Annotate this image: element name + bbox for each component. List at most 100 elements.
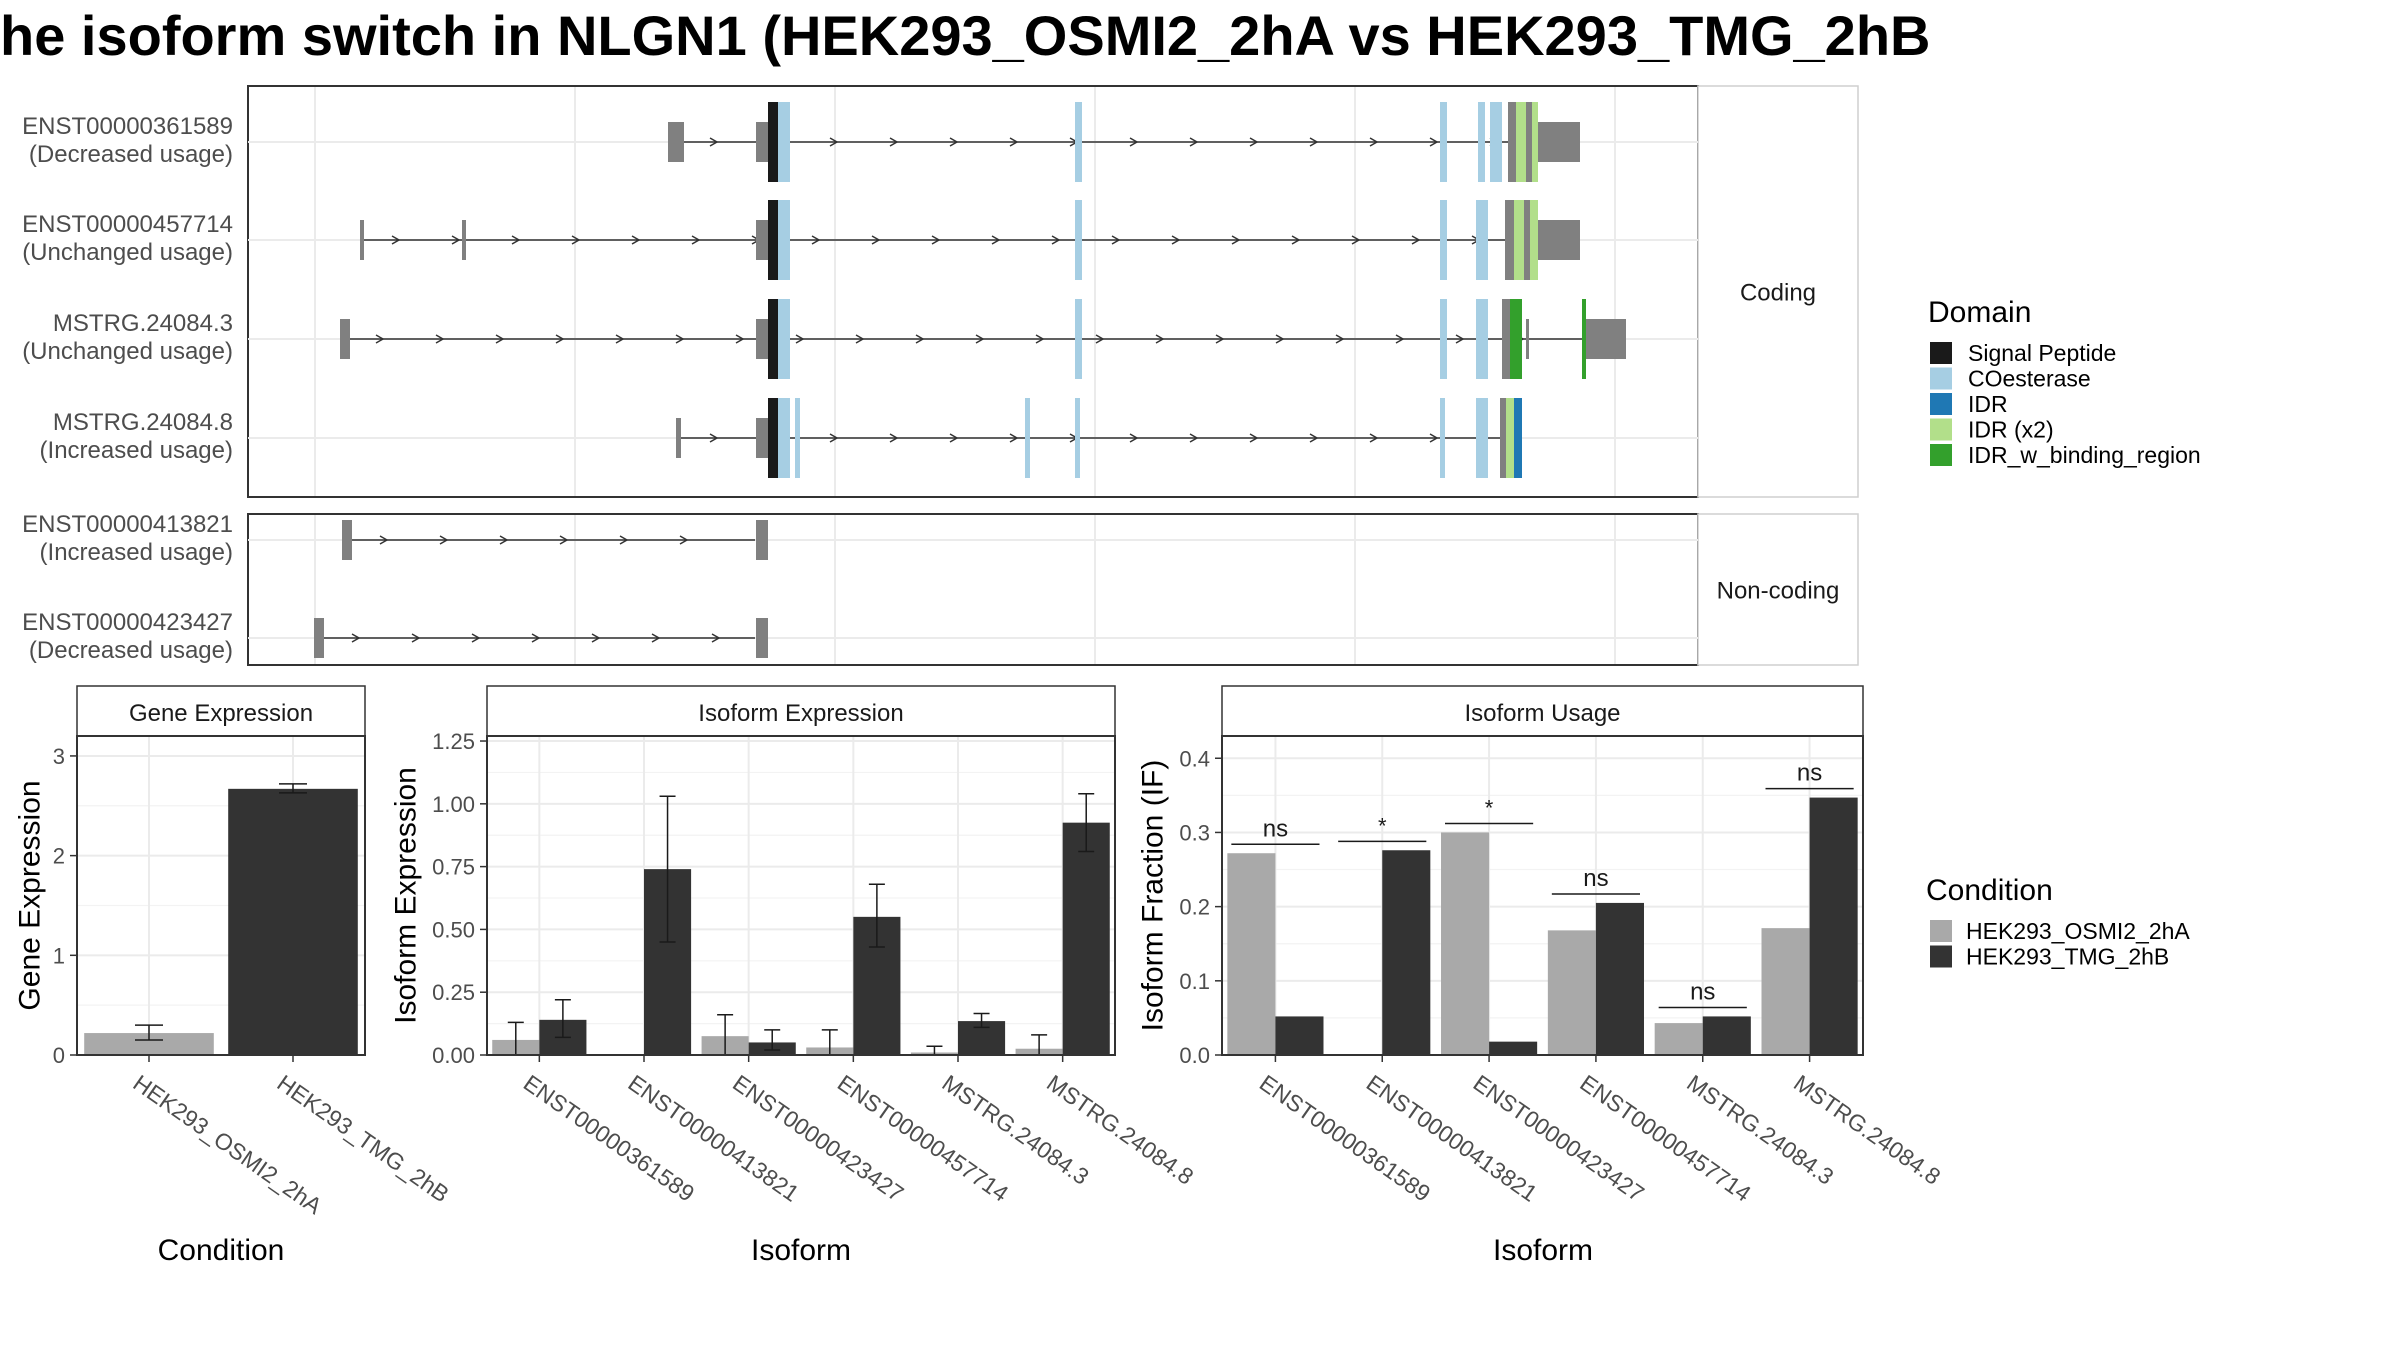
intron-arrow: [411, 633, 421, 643]
domain-legend-label: Signal Peptide: [1968, 340, 2116, 366]
chart-2-ytick-label: 0.25: [432, 980, 475, 1005]
intron-arrow: [1129, 433, 1139, 443]
intron-arrow: [591, 633, 601, 643]
chart-2-ylabel: Isoform Expression: [390, 767, 423, 1024]
chart-2-ytick-label: 0.00: [432, 1043, 475, 1068]
chart-3-ytick-label: 0.0: [1179, 1043, 1210, 1068]
figure-title: he isoform switch in NLGN1 (HEK293_OSMI2…: [0, 4, 1930, 67]
intron-arrow: [571, 235, 581, 245]
intron-arrow: [1111, 235, 1121, 245]
intron-arrow: [379, 535, 389, 545]
intron-arrow: [1155, 334, 1165, 344]
chart-3-bar: [1761, 928, 1810, 1055]
intron-arrow: [1369, 433, 1379, 443]
intron-arrow: [1335, 334, 1345, 344]
chart-3-panel: [1222, 736, 1863, 1055]
chart-3-frame: [1221, 735, 1864, 1056]
intron-arrow: [1249, 137, 1259, 147]
chart-3-xtick-label: ENST00000361589: [1255, 1070, 1435, 1207]
cds-exon: [1508, 102, 1516, 182]
chart-2-bar: [1062, 822, 1110, 1055]
chart-3-bar: [1382, 850, 1431, 1055]
intron-arrow: [1051, 235, 1061, 245]
coding-row-usage-status: (Unchanged usage): [22, 338, 233, 365]
noncoding-exon: [756, 618, 768, 658]
intron-arrow: [1351, 235, 1361, 245]
coesterase-domain: [1075, 398, 1080, 478]
intron-arrow: [795, 334, 805, 344]
signal-peptide-domain: [768, 200, 778, 280]
utr-exon: [462, 220, 466, 260]
chart-3-significance-label: ns: [1583, 865, 1608, 892]
idr-x2-domain: [1506, 398, 1514, 478]
chart-1-ytick-label: 2: [53, 844, 65, 869]
chart-1-title: Gene Expression: [129, 700, 313, 727]
chart-3-xtick-label: ENST00000457714: [1575, 1070, 1756, 1207]
intron-arrow: [619, 535, 629, 545]
cds-exon: [1502, 299, 1510, 379]
coesterase-domain: [1476, 200, 1488, 280]
intron-arrow: [975, 334, 985, 344]
coesterase-domain: [1075, 102, 1082, 182]
coesterase-domain: [778, 299, 790, 379]
domain-legend-swatch: [1930, 367, 1952, 390]
chart-3-bar: [1809, 797, 1858, 1055]
intron-arrow: [511, 235, 521, 245]
intron-arrow: [1429, 137, 1439, 147]
chart-3-significance-label: *: [1378, 813, 1387, 838]
intron-arrow: [991, 235, 1001, 245]
intron-arrow: [471, 633, 481, 643]
intron-arrow: [1309, 433, 1319, 443]
condition-legend-swatch: [1930, 920, 1952, 942]
coesterase-domain: [778, 398, 790, 478]
chart-3-bar: [1702, 1016, 1751, 1055]
idr-binding-domain: [1582, 299, 1586, 379]
intron-arrow: [1215, 334, 1225, 344]
chart-1-xlabel: Condition: [158, 1234, 285, 1267]
chart-2-xlabel: Isoform: [751, 1234, 851, 1267]
noncoding-panel-strip-label: Non-coding: [1717, 578, 1840, 605]
chart-3-significance-label: *: [1485, 796, 1494, 821]
intron-arrow: [855, 334, 865, 344]
coding-row-usage-status: (Decreased usage): [29, 141, 233, 168]
chart-3-bar: [1275, 1016, 1324, 1055]
intron-arrow: [1429, 433, 1439, 443]
chart-3-ytick-label: 0.4: [1179, 746, 1210, 771]
intron-arrow: [711, 633, 721, 643]
intron-arrow: [1395, 334, 1405, 344]
chart-2-ytick-label: 1.00: [432, 792, 475, 817]
chart-3-xlabel: Isoform: [1493, 1234, 1593, 1267]
domain-legend-swatch: [1930, 393, 1952, 415]
idr-x2-domain: [1514, 200, 1524, 280]
coesterase-domain: [1476, 398, 1488, 478]
domain-legend-swatch: [1930, 418, 1952, 441]
coding-panel-strip-label: Coding: [1740, 280, 1816, 307]
intron-arrow: [691, 235, 701, 245]
noncoding-exon: [756, 520, 768, 560]
domain-legend-label: IDR: [1968, 391, 2008, 417]
intron-arrow: [1249, 433, 1259, 443]
intron-arrow: [1275, 334, 1285, 344]
chart-3-strip: [1221, 685, 1864, 737]
utr-exon: [340, 319, 350, 359]
chart-2-xtick-label: ENST00000361589: [519, 1070, 699, 1207]
intron-arrow: [531, 633, 541, 643]
utr-exon: [1538, 220, 1580, 260]
coesterase-domain: [1490, 102, 1502, 182]
intron-arrow: [435, 334, 445, 344]
intron-arrow: [709, 137, 719, 147]
coesterase-domain: [778, 200, 790, 280]
coesterase-domain: [1075, 200, 1082, 280]
intron-arrow: [811, 235, 821, 245]
chart-3-bar: [1654, 1023, 1703, 1055]
utr-exon: [668, 122, 684, 162]
chart-2-strip: [486, 685, 1116, 737]
noncoding-row-usage-status: (Increased usage): [40, 539, 233, 566]
noncoding-row-isoform-id: ENST00000413821: [22, 511, 233, 538]
chart-2-xtick-label: ENST00000423427: [728, 1070, 908, 1207]
intron-arrow: [1455, 334, 1465, 344]
intron-arrow: [915, 334, 925, 344]
coding-row-isoform-id: MSTRG.24084.3: [53, 310, 233, 337]
idr-x2-domain: [1530, 200, 1538, 280]
